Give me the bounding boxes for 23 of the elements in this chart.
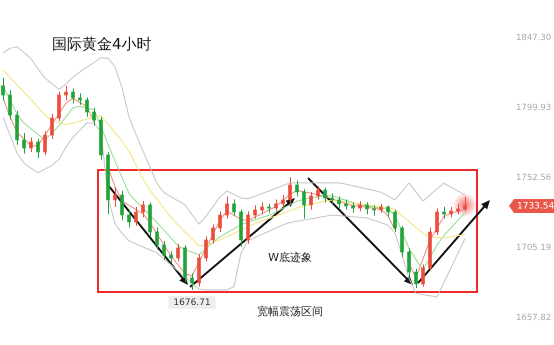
text: 1733.54	[517, 201, 554, 212]
candlestick	[372, 204, 376, 216]
candlestick	[169, 250, 173, 264]
annotation: 宽幅震荡区间	[257, 304, 323, 318]
candlestick	[344, 198, 348, 210]
candlestick	[463, 196, 467, 212]
candlestick	[351, 202, 355, 214]
candlestick	[442, 206, 446, 220]
candlestick	[456, 203, 460, 215]
annotation: W底迹象	[268, 250, 312, 264]
text: 国际黄金4小时	[52, 34, 152, 53]
candlestick	[449, 206, 453, 218]
y-tick-label: 1799.93	[516, 103, 552, 114]
y-tick-label: 1752.56	[516, 173, 552, 184]
y-tick-label: 1657.82	[516, 313, 552, 324]
y-tick-label: 1847.30	[516, 33, 552, 44]
y-tick-label: 1705.19	[516, 243, 552, 254]
candlestick	[267, 203, 271, 214]
candlestick	[379, 203, 383, 214]
candlestick	[78, 92, 82, 106]
candlestick	[260, 202, 264, 215]
annotation: 1676.71	[173, 298, 211, 308]
candlestick	[64, 85, 68, 101]
